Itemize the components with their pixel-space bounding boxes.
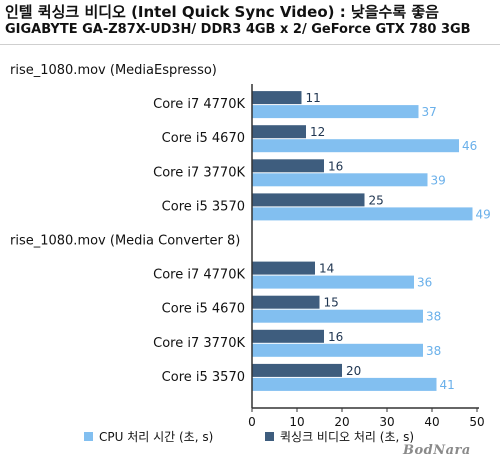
qsv-value-label: 12	[310, 125, 325, 139]
cpu-value-label: 49	[476, 207, 491, 221]
legend-swatch-qsv	[265, 432, 274, 441]
qsv-bar	[252, 125, 306, 139]
cpu-value-label: 37	[422, 105, 437, 119]
qsv-value-label: 11	[306, 91, 321, 105]
qsv-value-label: 16	[328, 159, 343, 173]
category-label: Core i5 3570	[162, 199, 245, 214]
legend-label-qsv: 퀵싱크 비디오 처리 (초, s)	[280, 430, 414, 444]
category-label: Core i7 3770K	[153, 165, 245, 180]
x-tick-label: 20	[334, 415, 349, 429]
qsv-value-label: 20	[346, 364, 361, 378]
qsv-value-label: 14	[319, 262, 334, 276]
qsv-value-label: 16	[328, 330, 343, 344]
cpu-bar	[252, 105, 419, 119]
header-divider	[0, 44, 500, 45]
x-tick-label: 50	[469, 415, 484, 429]
cpu-bar	[252, 139, 459, 153]
qsv-bar	[252, 91, 302, 105]
chart-subtitle: GIGABYTE GA-Z87X-UD3H/ DDR3 4GB x 2/ GeF…	[5, 22, 471, 37]
x-tick-label: 0	[248, 415, 256, 429]
category-label: Core i7 4770K	[153, 268, 245, 283]
group-label: rise_1080.mov (MediaEspresso)	[10, 63, 217, 78]
x-tick-label: 30	[379, 415, 394, 429]
x-tick-label: 10	[289, 415, 304, 429]
watermark-logo: BodNara	[403, 443, 471, 458]
chart-title: 인텔 퀵싱크 비디오 (Intel Quick Sync Video) : 낮을…	[5, 3, 439, 21]
qsv-bar	[252, 363, 342, 377]
cpu-value-label: 36	[417, 276, 432, 290]
qsv-bar	[252, 261, 315, 275]
qsv-bar	[252, 329, 324, 343]
cpu-bar	[252, 309, 423, 323]
cpu-value-label: 38	[426, 310, 441, 324]
cpu-value-label: 39	[431, 173, 446, 187]
cpu-value-label: 41	[440, 378, 455, 392]
cpu-bar	[252, 377, 437, 391]
cpu-bar	[252, 207, 473, 221]
cpu-bar	[252, 173, 428, 187]
cpu-bar	[252, 275, 414, 289]
cpu-value-label: 38	[426, 344, 441, 358]
category-label: Core i5 4670	[162, 302, 245, 317]
qsv-value-label: 15	[324, 296, 339, 310]
category-label: Core i5 3570	[162, 370, 245, 385]
legend-swatch-cpu	[84, 432, 93, 441]
cpu-bar	[252, 343, 423, 357]
x-tick-label: 40	[424, 415, 439, 429]
group-label: rise_1080.mov (Media Converter 8)	[10, 234, 240, 249]
category-label: Core i7 4770K	[153, 97, 245, 112]
cpu-value-label: 46	[462, 139, 477, 153]
qsv-value-label: 25	[369, 193, 384, 207]
qsv-bar	[252, 159, 324, 173]
qsv-bar	[252, 193, 365, 207]
legend-label-cpu: CPU 처리 시간 (초, s)	[99, 430, 213, 444]
category-label: Core i5 4670	[162, 131, 245, 146]
qsv-bar	[252, 295, 320, 309]
category-label: Core i7 3770K	[153, 336, 245, 351]
